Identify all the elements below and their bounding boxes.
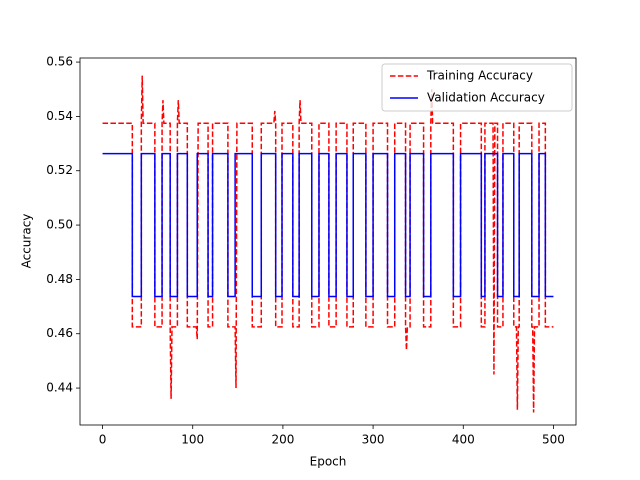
x-tick-label: 100 [181, 433, 204, 447]
y-tick-label: 0.50 [46, 218, 73, 232]
x-tick-label: 300 [362, 433, 385, 447]
x-axis-label: Epoch [310, 455, 347, 469]
y-tick-label: 0.44 [46, 381, 73, 395]
y-tick-label: 0.54 [46, 109, 73, 123]
plot-frame [79, 57, 577, 426]
data-line [102, 75, 554, 413]
data-line [102, 152, 554, 298]
legend-label: Validation Accuracy [427, 91, 545, 105]
legend-label: Training Accuracy [426, 69, 533, 83]
y-tick-label: 0.52 [46, 163, 73, 177]
legend-box [381, 63, 573, 112]
x-tick-label: 0 [99, 433, 107, 447]
x-tick-label: 400 [452, 433, 475, 447]
y-axis-label: Accuracy [20, 214, 34, 269]
x-tick-label: 500 [542, 433, 565, 447]
x-tick-label: 200 [271, 433, 294, 447]
y-tick-label: 0.46 [46, 326, 73, 340]
y-tick-label: 0.56 [46, 55, 73, 69]
y-tick-label: 0.48 [46, 272, 73, 286]
